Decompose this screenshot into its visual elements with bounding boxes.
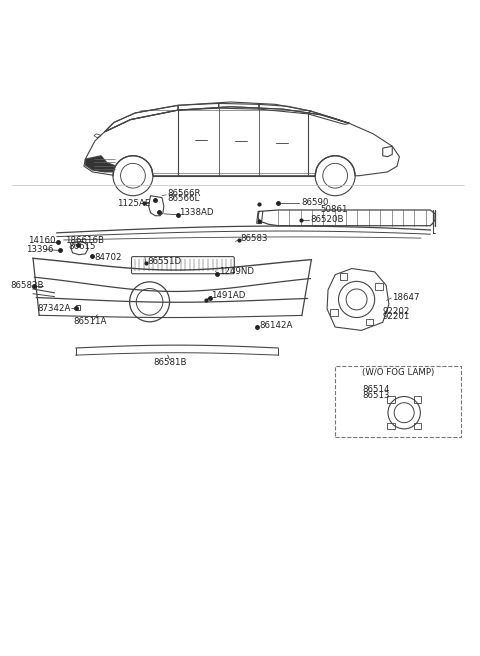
Bar bbox=[414, 423, 421, 430]
Text: 13396: 13396 bbox=[26, 245, 53, 254]
Bar bbox=[330, 309, 338, 316]
Text: 1338AD: 1338AD bbox=[179, 209, 214, 217]
Text: 1491AD: 1491AD bbox=[212, 291, 246, 300]
Text: 92202: 92202 bbox=[383, 307, 410, 316]
Text: 86590: 86590 bbox=[301, 198, 328, 207]
Circle shape bbox=[113, 155, 153, 195]
Text: 14160: 14160 bbox=[28, 236, 56, 245]
Text: 186616B: 186616B bbox=[65, 236, 104, 245]
Text: (W/O FOG LAMP): (W/O FOG LAMP) bbox=[362, 368, 434, 377]
Text: 86520B: 86520B bbox=[311, 215, 344, 224]
Text: 50861: 50861 bbox=[320, 205, 348, 215]
Polygon shape bbox=[85, 155, 116, 172]
Bar bbox=[76, 305, 80, 310]
Text: 1249ND: 1249ND bbox=[218, 268, 253, 276]
Text: 86551D: 86551D bbox=[147, 257, 181, 266]
Text: 86566L: 86566L bbox=[167, 194, 200, 203]
Bar bbox=[414, 396, 421, 403]
Text: 86566R: 86566R bbox=[167, 189, 201, 198]
Text: 86582B: 86582B bbox=[11, 281, 44, 290]
Bar bbox=[375, 283, 383, 290]
Text: 86581B: 86581B bbox=[154, 358, 187, 367]
Bar bbox=[366, 319, 373, 325]
Text: 86514: 86514 bbox=[363, 385, 390, 394]
Text: 84702: 84702 bbox=[95, 253, 122, 262]
Text: 86615: 86615 bbox=[69, 241, 96, 251]
Text: 86513: 86513 bbox=[363, 391, 390, 400]
Text: 86511A: 86511A bbox=[73, 318, 107, 326]
Text: 92201: 92201 bbox=[383, 312, 410, 321]
Bar bbox=[387, 396, 395, 403]
Text: 86583: 86583 bbox=[240, 234, 267, 243]
Text: 87342A: 87342A bbox=[38, 304, 71, 314]
Text: 86142A: 86142A bbox=[259, 321, 292, 330]
Text: 18647: 18647 bbox=[392, 293, 420, 302]
Circle shape bbox=[315, 155, 355, 195]
Circle shape bbox=[130, 282, 169, 322]
Bar bbox=[340, 274, 348, 280]
Bar bbox=[387, 423, 395, 430]
Text: 1125AE: 1125AE bbox=[117, 199, 151, 208]
